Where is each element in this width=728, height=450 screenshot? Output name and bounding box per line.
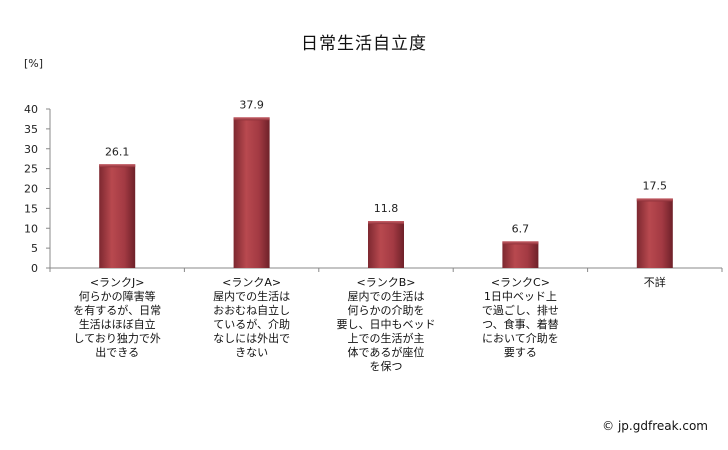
bar xyxy=(368,221,404,268)
x-category-label: <ランクB> 屋内での生活は 何らかの介助を 要し、日中もベッド 上での生活が主… xyxy=(336,276,436,373)
y-tick-label: 0 xyxy=(31,262,38,275)
source-credit: © jp.gdfreak.com xyxy=(602,419,708,433)
value-labels: 26.1 37.9 11.8 6.7 17.5 xyxy=(105,98,667,235)
bar xyxy=(99,164,136,268)
axes: 0 5 10 15 20 25 30 35 40 xyxy=(24,103,723,275)
data-label: 11.8 xyxy=(374,202,399,215)
data-label: 26.1 xyxy=(105,145,130,158)
y-tick-label: 15 xyxy=(24,202,38,215)
y-tick-label: 30 xyxy=(24,143,38,156)
bar-body xyxy=(636,198,673,268)
bar-body xyxy=(368,221,404,268)
data-label: 17.5 xyxy=(643,179,668,192)
bar-cap xyxy=(99,164,136,168)
bars xyxy=(99,117,673,268)
y-tick-label: 5 xyxy=(31,242,38,255)
y-tick-label: 40 xyxy=(24,103,38,116)
bar-cap xyxy=(233,117,270,121)
bar-body xyxy=(502,241,539,268)
bar-body xyxy=(233,117,270,268)
data-label: 6.7 xyxy=(512,222,530,235)
data-label: 37.9 xyxy=(239,98,264,111)
x-category-label: <ランクJ> 何らかの障害等 を有するが、日常 生活はほぼ自立 しており独力で外… xyxy=(73,276,162,359)
bar xyxy=(233,117,270,268)
bar-body xyxy=(99,164,136,268)
x-category-label: <ランクC> 1日中ベッド上 で過ごし、排せ つ、食事、着替 において介助を 要… xyxy=(481,276,559,359)
x-category-label: 不詳 xyxy=(643,276,666,289)
y-axis-unit-label: [%] xyxy=(24,57,44,70)
x-category-label: <ランクA> 屋内での生活は おおむね自立し ているが、介助 なしには外出で き… xyxy=(213,276,291,359)
bar-cap xyxy=(636,198,673,202)
y-tick-label: 25 xyxy=(24,163,38,176)
bar xyxy=(636,198,673,268)
y-tick-label: 20 xyxy=(24,183,38,196)
chart-title: 日常生活自立度 xyxy=(301,34,427,54)
y-tick-label: 10 xyxy=(24,222,38,235)
y-tick-label: 35 xyxy=(24,123,38,136)
bar xyxy=(502,241,539,268)
bar-cap xyxy=(502,241,539,245)
bar-cap xyxy=(368,221,404,225)
